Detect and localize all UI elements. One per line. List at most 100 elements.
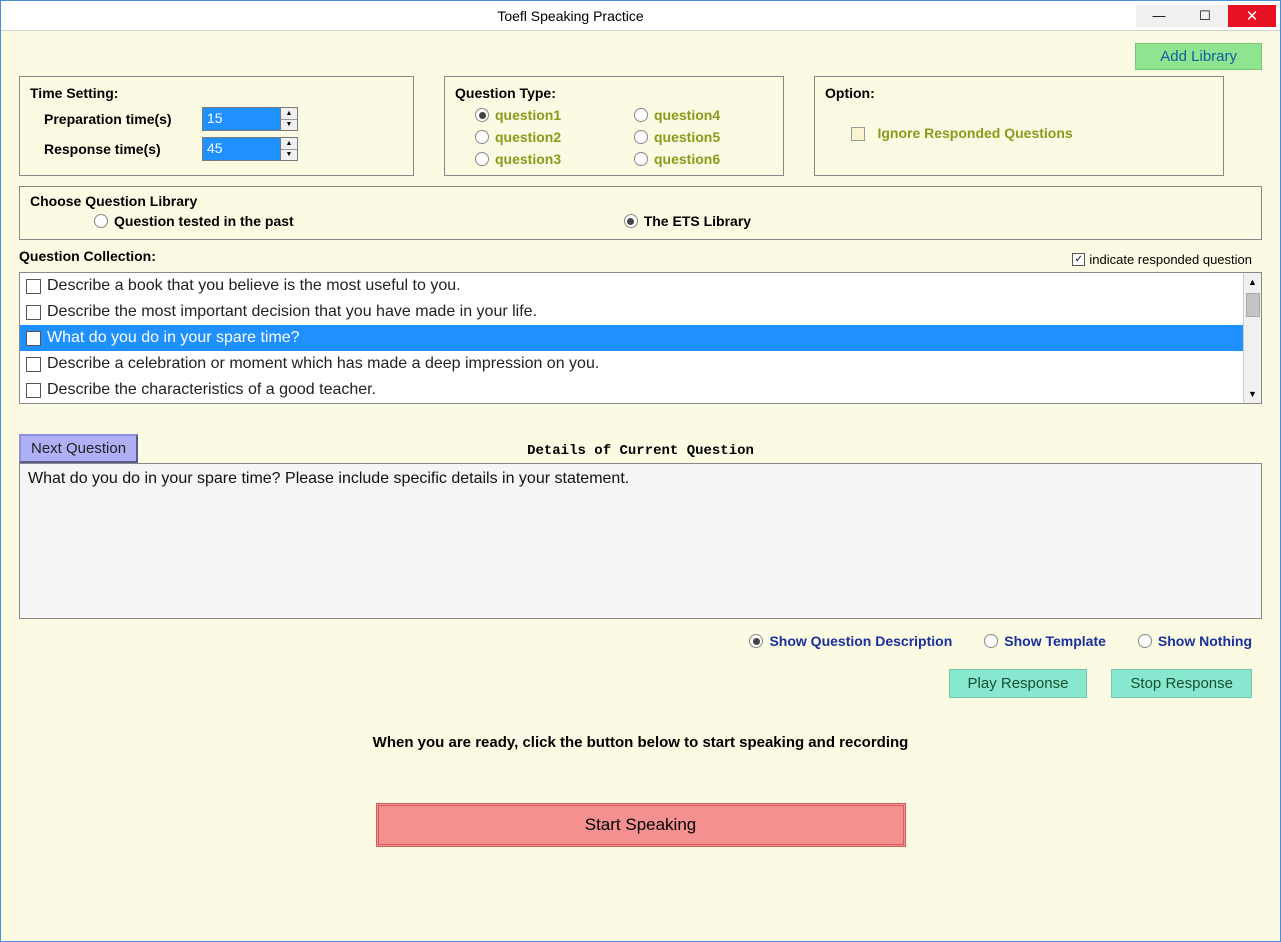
- item-text: Describe the most important decision tha…: [47, 303, 537, 321]
- show-template-label: Show Template: [1004, 633, 1106, 649]
- start-speaking-button[interactable]: Start Speaking: [376, 803, 906, 847]
- collection-header: Question Collection: ✓ indicate responde…: [19, 248, 1262, 270]
- radio-icon[interactable]: [475, 152, 489, 166]
- lib-ets-label: The ETS Library: [644, 213, 751, 229]
- qtype-item-6[interactable]: question6: [634, 151, 773, 167]
- down-icon[interactable]: ▼: [281, 120, 297, 131]
- time-setting-label: Time Setting:: [30, 85, 403, 101]
- resp-time-row: Response time(s) 45 ▲▼: [44, 137, 403, 161]
- choose-library-group: Choose Question Library Question tested …: [19, 186, 1262, 240]
- item-checkbox[interactable]: [26, 357, 41, 372]
- minimize-button[interactable]: —: [1136, 5, 1182, 27]
- down-icon[interactable]: ▼: [281, 150, 297, 161]
- indicate-responded[interactable]: ✓ indicate responded question: [1072, 252, 1252, 267]
- question-type-group: Question Type: question1 question4 quest…: [444, 76, 784, 176]
- qtype-item-2[interactable]: question2: [475, 129, 614, 145]
- maximize-button[interactable]: ☐: [1182, 5, 1228, 27]
- next-question-button[interactable]: Next Question: [19, 434, 138, 463]
- titlebar-buttons: — ☐ ✕: [1136, 5, 1276, 27]
- show-nothing-radio[interactable]: Show Nothing: [1138, 633, 1252, 649]
- scrollbar[interactable]: ▲ ▼: [1243, 273, 1261, 403]
- lib-past-radio[interactable]: Question tested in the past: [94, 213, 294, 229]
- radio-icon[interactable]: [634, 152, 648, 166]
- ignore-checkbox[interactable]: [851, 127, 865, 141]
- qtype-label: question2: [495, 129, 561, 145]
- up-icon[interactable]: ▲: [281, 138, 297, 150]
- library-radios: Question tested in the past The ETS Libr…: [30, 213, 1251, 229]
- lib-past-label: Question tested in the past: [114, 213, 294, 229]
- up-icon[interactable]: ▲: [281, 108, 297, 120]
- list-item[interactable]: What do you do in your spare time?: [20, 325, 1243, 351]
- item-checkbox[interactable]: [26, 305, 41, 320]
- qtype-label: question1: [495, 107, 561, 123]
- list-item[interactable]: Describe the most important decision tha…: [20, 299, 1243, 325]
- show-options: Show Question Description Show Template …: [19, 633, 1262, 649]
- radio-icon[interactable]: [624, 214, 638, 228]
- scroll-up-icon[interactable]: ▲: [1248, 273, 1257, 291]
- prep-time-steppers[interactable]: ▲▼: [280, 107, 298, 131]
- question-type-label: Question Type:: [455, 85, 773, 101]
- qtype-label: question5: [654, 129, 720, 145]
- window-title: Toefl Speaking Practice: [5, 8, 1136, 24]
- add-library-button[interactable]: Add Library: [1135, 43, 1262, 70]
- lib-ets-radio[interactable]: The ETS Library: [624, 213, 751, 229]
- titlebar: Toefl Speaking Practice — ☐ ✕: [1, 1, 1280, 31]
- question-type-grid: question1 question4 question2 question5 …: [455, 107, 773, 167]
- list-item[interactable]: Describe a book that you believe is the …: [20, 273, 1243, 299]
- qtype-label: question3: [495, 151, 561, 167]
- item-checkbox[interactable]: [26, 279, 41, 294]
- content-area: Add Library Time Setting: Preparation ti…: [1, 31, 1280, 941]
- radio-icon[interactable]: [634, 108, 648, 122]
- details-box: What do you do in your spare time? Pleas…: [19, 463, 1262, 619]
- prep-time-label: Preparation time(s): [44, 111, 194, 127]
- list-item[interactable]: Describe the characteristics of a good t…: [20, 377, 1243, 403]
- qtype-label: question6: [654, 151, 720, 167]
- prep-time-spinner[interactable]: 15 ▲▼: [202, 107, 298, 131]
- show-desc-radio[interactable]: Show Question Description: [749, 633, 952, 649]
- resp-time-spinner[interactable]: 45 ▲▼: [202, 137, 298, 161]
- radio-icon[interactable]: [475, 108, 489, 122]
- item-checkbox[interactable]: [26, 331, 41, 346]
- show-nothing-label: Show Nothing: [1158, 633, 1252, 649]
- indicate-checkbox[interactable]: ✓: [1072, 253, 1085, 266]
- resp-time-steppers[interactable]: ▲▼: [280, 137, 298, 161]
- stop-response-button[interactable]: Stop Response: [1111, 669, 1252, 698]
- qtype-item-3[interactable]: question3: [475, 151, 614, 167]
- item-text: Describe a celebration or moment which h…: [47, 355, 599, 373]
- resp-time-value[interactable]: 45: [202, 137, 280, 161]
- play-response-button[interactable]: Play Response: [949, 669, 1088, 698]
- details-text: What do you do in your spare time? Pleas…: [28, 470, 629, 487]
- indicate-label: indicate responded question: [1089, 252, 1252, 267]
- prep-time-value[interactable]: 15: [202, 107, 280, 131]
- scroll-thumb[interactable]: [1246, 293, 1260, 317]
- close-button[interactable]: ✕: [1228, 5, 1276, 27]
- radio-icon[interactable]: [1138, 634, 1152, 648]
- collection-title: Question Collection:: [19, 248, 156, 264]
- option-inner: Ignore Responded Questions: [825, 107, 1213, 143]
- item-text: Describe a book that you believe is the …: [47, 277, 461, 295]
- qtype-item-5[interactable]: question5: [634, 129, 773, 145]
- radio-icon[interactable]: [634, 130, 648, 144]
- prep-time-row: Preparation time(s) 15 ▲▼: [44, 107, 403, 131]
- qtype-item-1[interactable]: question1: [475, 107, 614, 123]
- item-text: Describe the characteristics of a good t…: [47, 381, 376, 399]
- topbar: Add Library: [19, 43, 1262, 70]
- app-window: Toefl Speaking Practice — ☐ ✕ Add Librar…: [0, 0, 1281, 942]
- radio-icon[interactable]: [749, 634, 763, 648]
- item-text: What do you do in your spare time?: [47, 329, 300, 347]
- radio-icon[interactable]: [94, 214, 108, 228]
- list-item[interactable]: Describe a celebration or moment which h…: [20, 351, 1243, 377]
- listbox-items: Describe a book that you believe is the …: [20, 273, 1243, 403]
- settings-row: Time Setting: Preparation time(s) 15 ▲▼ …: [19, 76, 1262, 176]
- show-template-radio[interactable]: Show Template: [984, 633, 1106, 649]
- question-listbox[interactable]: Describe a book that you believe is the …: [19, 272, 1262, 404]
- choose-library-label: Choose Question Library: [30, 193, 1251, 209]
- ready-text: When you are ready, click the button bel…: [19, 734, 1262, 751]
- radio-icon[interactable]: [475, 130, 489, 144]
- resp-time-label: Response time(s): [44, 141, 194, 157]
- ignore-label: Ignore Responded Questions: [877, 125, 1072, 141]
- scroll-down-icon[interactable]: ▼: [1248, 385, 1257, 403]
- item-checkbox[interactable]: [26, 383, 41, 398]
- radio-icon[interactable]: [984, 634, 998, 648]
- qtype-item-4[interactable]: question4: [634, 107, 773, 123]
